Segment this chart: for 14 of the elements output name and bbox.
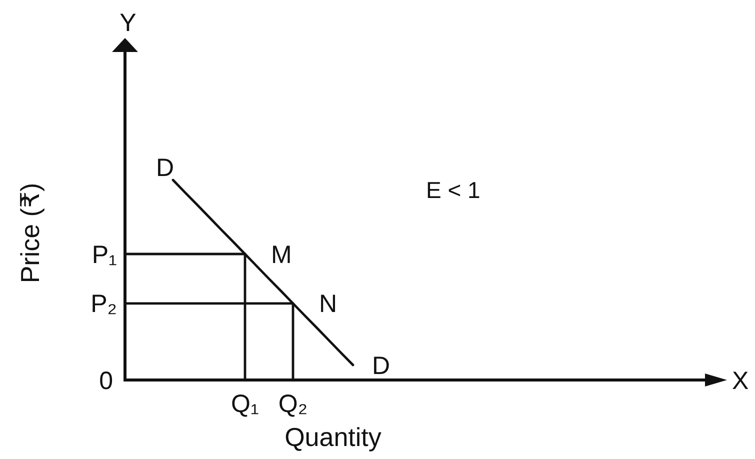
annotation: E < 1 — [426, 177, 480, 204]
annotation: M — [271, 240, 292, 269]
series-label: P₂ — [90, 290, 117, 318]
y-axis-title: Price (₹) — [15, 182, 46, 284]
series-label: P₁ — [92, 240, 117, 269]
text: 0 — [99, 366, 113, 395]
x-axis-title: Quantity — [284, 422, 382, 452]
x-tick-label: Q₁ — [231, 390, 259, 418]
text: D — [372, 352, 390, 380]
text: X — [732, 366, 749, 395]
annotation: N — [319, 290, 338, 318]
series-label: D — [156, 154, 174, 182]
text: Y — [120, 9, 137, 37]
x-tick-label: Q₂ — [278, 390, 308, 418]
